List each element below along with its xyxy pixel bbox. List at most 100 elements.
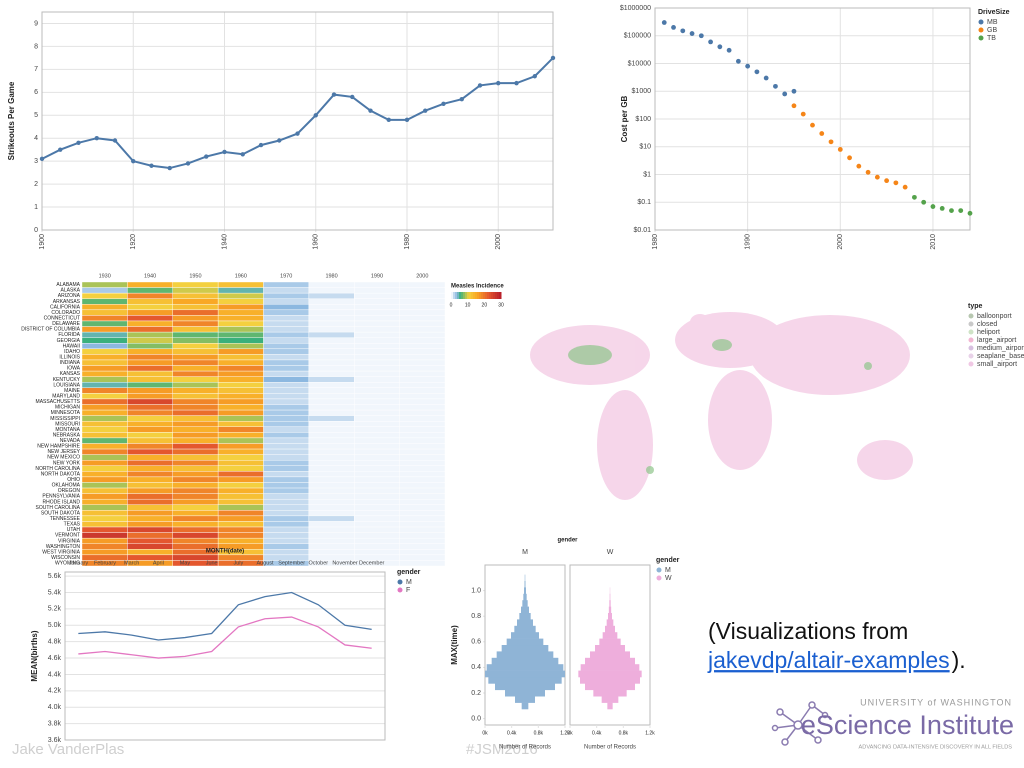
y-tick-label: $0.1: [637, 199, 651, 206]
cell: [217, 331, 264, 338]
cell: [127, 287, 173, 294]
facet-title: gender: [557, 538, 578, 544]
cell: [399, 382, 446, 389]
cell: [127, 404, 173, 411]
cell: [263, 409, 310, 416]
y-tick-label: VERMONT: [55, 533, 80, 539]
cell: [172, 398, 219, 405]
cell: [81, 432, 128, 439]
point: [689, 31, 695, 36]
cell: [127, 432, 173, 439]
cell: [399, 426, 446, 433]
cell: [127, 504, 173, 511]
cell: [308, 331, 355, 338]
cell: [81, 482, 128, 489]
legend-gradient: [481, 292, 484, 299]
cell: [263, 426, 310, 433]
point: [459, 97, 464, 102]
legend-label: medium_airport: [977, 345, 1024, 352]
cell: [263, 421, 310, 427]
cell: [399, 448, 446, 455]
point: [295, 131, 300, 136]
cell: [263, 309, 310, 316]
cell: [217, 426, 264, 433]
violin-slice: [599, 638, 621, 646]
point: [902, 184, 908, 190]
note-link[interactable]: jakevdp/altair-examples: [707, 647, 950, 673]
plot-frame: [569, 564, 651, 726]
violin-slice: [486, 664, 564, 671]
legend-swatch: [397, 587, 403, 593]
legend-label: W: [665, 575, 672, 582]
cell: [308, 421, 355, 427]
cell: [127, 281, 173, 288]
cell: [354, 493, 400, 500]
x-tick-label: 0.8k: [619, 730, 629, 736]
cell: [354, 376, 400, 383]
cell: [172, 365, 219, 372]
cell: [308, 454, 355, 461]
cell: [127, 537, 173, 544]
cell: [354, 532, 400, 539]
point: [167, 165, 172, 171]
cell: [217, 454, 264, 461]
y-tick-label: PENNSYLVANIA: [42, 494, 80, 500]
y-tick-label: 4: [34, 135, 38, 142]
cell: [127, 510, 173, 517]
cell: [81, 526, 128, 533]
cell: [81, 537, 128, 544]
cell: [172, 404, 219, 411]
legend-gradient: [469, 292, 472, 299]
cell: [399, 437, 446, 444]
cell: [263, 387, 310, 394]
point: [532, 74, 537, 79]
cell: [217, 498, 264, 505]
cell: [172, 320, 219, 327]
x-tick-label: 1990: [744, 234, 751, 250]
x-tick-label: September: [278, 560, 305, 566]
y-tick-label: $10000: [628, 60, 651, 67]
point: [514, 80, 519, 86]
cell: [81, 304, 128, 311]
point: [828, 139, 834, 145]
logo-university: UNIVERSITY of WASHINGTON: [860, 697, 1012, 707]
cell: [217, 465, 264, 472]
y-tick-label: MAINE: [64, 388, 81, 394]
cell: [127, 320, 173, 327]
y-tick-label: 4.2k: [48, 688, 62, 695]
legend-gradient: [453, 292, 456, 299]
cell: [127, 487, 173, 494]
y-tick-label: $10: [639, 144, 651, 151]
cell: [127, 409, 173, 416]
violin-slice: [511, 632, 539, 639]
cell: [399, 471, 446, 478]
cell: [263, 543, 310, 550]
cell: [217, 382, 264, 389]
legend-swatch: [656, 575, 662, 581]
y-tick-label: RHODE ISLAND: [42, 499, 80, 505]
cell: [81, 543, 128, 550]
note-text: (Visualizations from: [708, 618, 908, 644]
cell: [354, 471, 400, 478]
legend-tick: 10: [465, 302, 471, 308]
legend-label: closed: [977, 321, 997, 328]
cell: [172, 471, 219, 478]
x-tick-label: 1970: [280, 273, 292, 279]
violin-slice: [496, 651, 554, 659]
cell: [127, 521, 173, 528]
y-tick-label: CONNECTICUT: [44, 316, 80, 322]
legend-gradient: [471, 292, 474, 299]
cell: [399, 498, 446, 505]
y-tick-label: 3.6k: [48, 737, 62, 744]
y-tick-label: ILLINOIS: [59, 355, 80, 361]
cell: [308, 532, 355, 539]
cell: [217, 292, 264, 299]
cell: [172, 309, 219, 316]
point: [754, 69, 760, 75]
y-tick-label: $1000: [632, 88, 652, 95]
cell: [172, 354, 219, 361]
cell: [263, 487, 310, 494]
y-tick-label: NEW MEXICO: [47, 455, 80, 461]
y-tick-label: LOUISIANA: [53, 382, 80, 388]
cell: [354, 348, 400, 355]
